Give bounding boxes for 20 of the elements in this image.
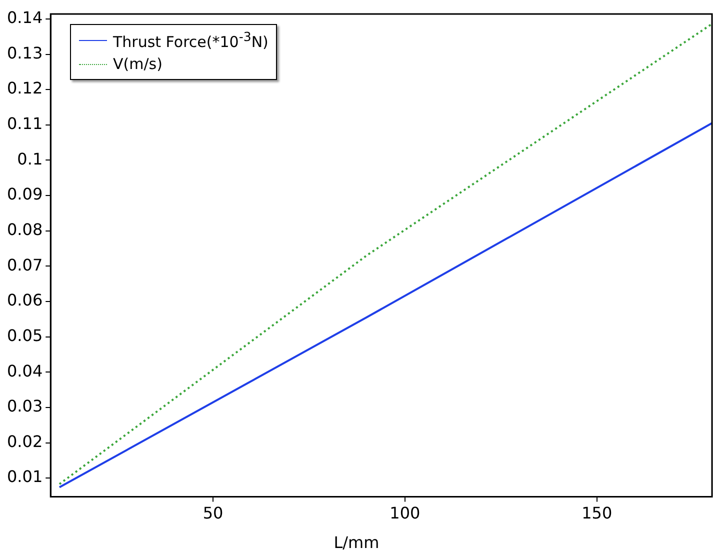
x-tick-label: 100: [390, 504, 420, 523]
y-tick-label: 0.04: [7, 361, 43, 380]
x-tick-label: 50: [202, 504, 224, 523]
x-axis-title: L/mm: [332, 533, 380, 552]
y-tick-label: 0.1: [17, 149, 43, 168]
y-tick-label: 0.05: [7, 326, 43, 345]
y-tick-label: 0.14: [7, 8, 43, 28]
y-tick-label: 0.07: [7, 255, 43, 274]
y-tick-label: 0.12: [7, 78, 43, 98]
y-tick-label: 0.06: [7, 290, 43, 310]
x-tick-label: 150: [582, 504, 612, 523]
legend-label: Thrust Force(*10$^{-3}$N): [113, 29, 268, 51]
y-tick-label: 0.13: [7, 43, 43, 62]
y-tick-label: 0.09: [7, 184, 43, 204]
y-tick-label: 0.02: [7, 432, 43, 451]
y-tick-label: 0.11: [7, 114, 43, 134]
legend-label: V(m/s): [113, 55, 162, 73]
y-tick-label: 0.03: [7, 396, 43, 416]
y-tick-label: 0.01: [7, 467, 43, 486]
y-tick-label: 0.08: [7, 220, 43, 240]
